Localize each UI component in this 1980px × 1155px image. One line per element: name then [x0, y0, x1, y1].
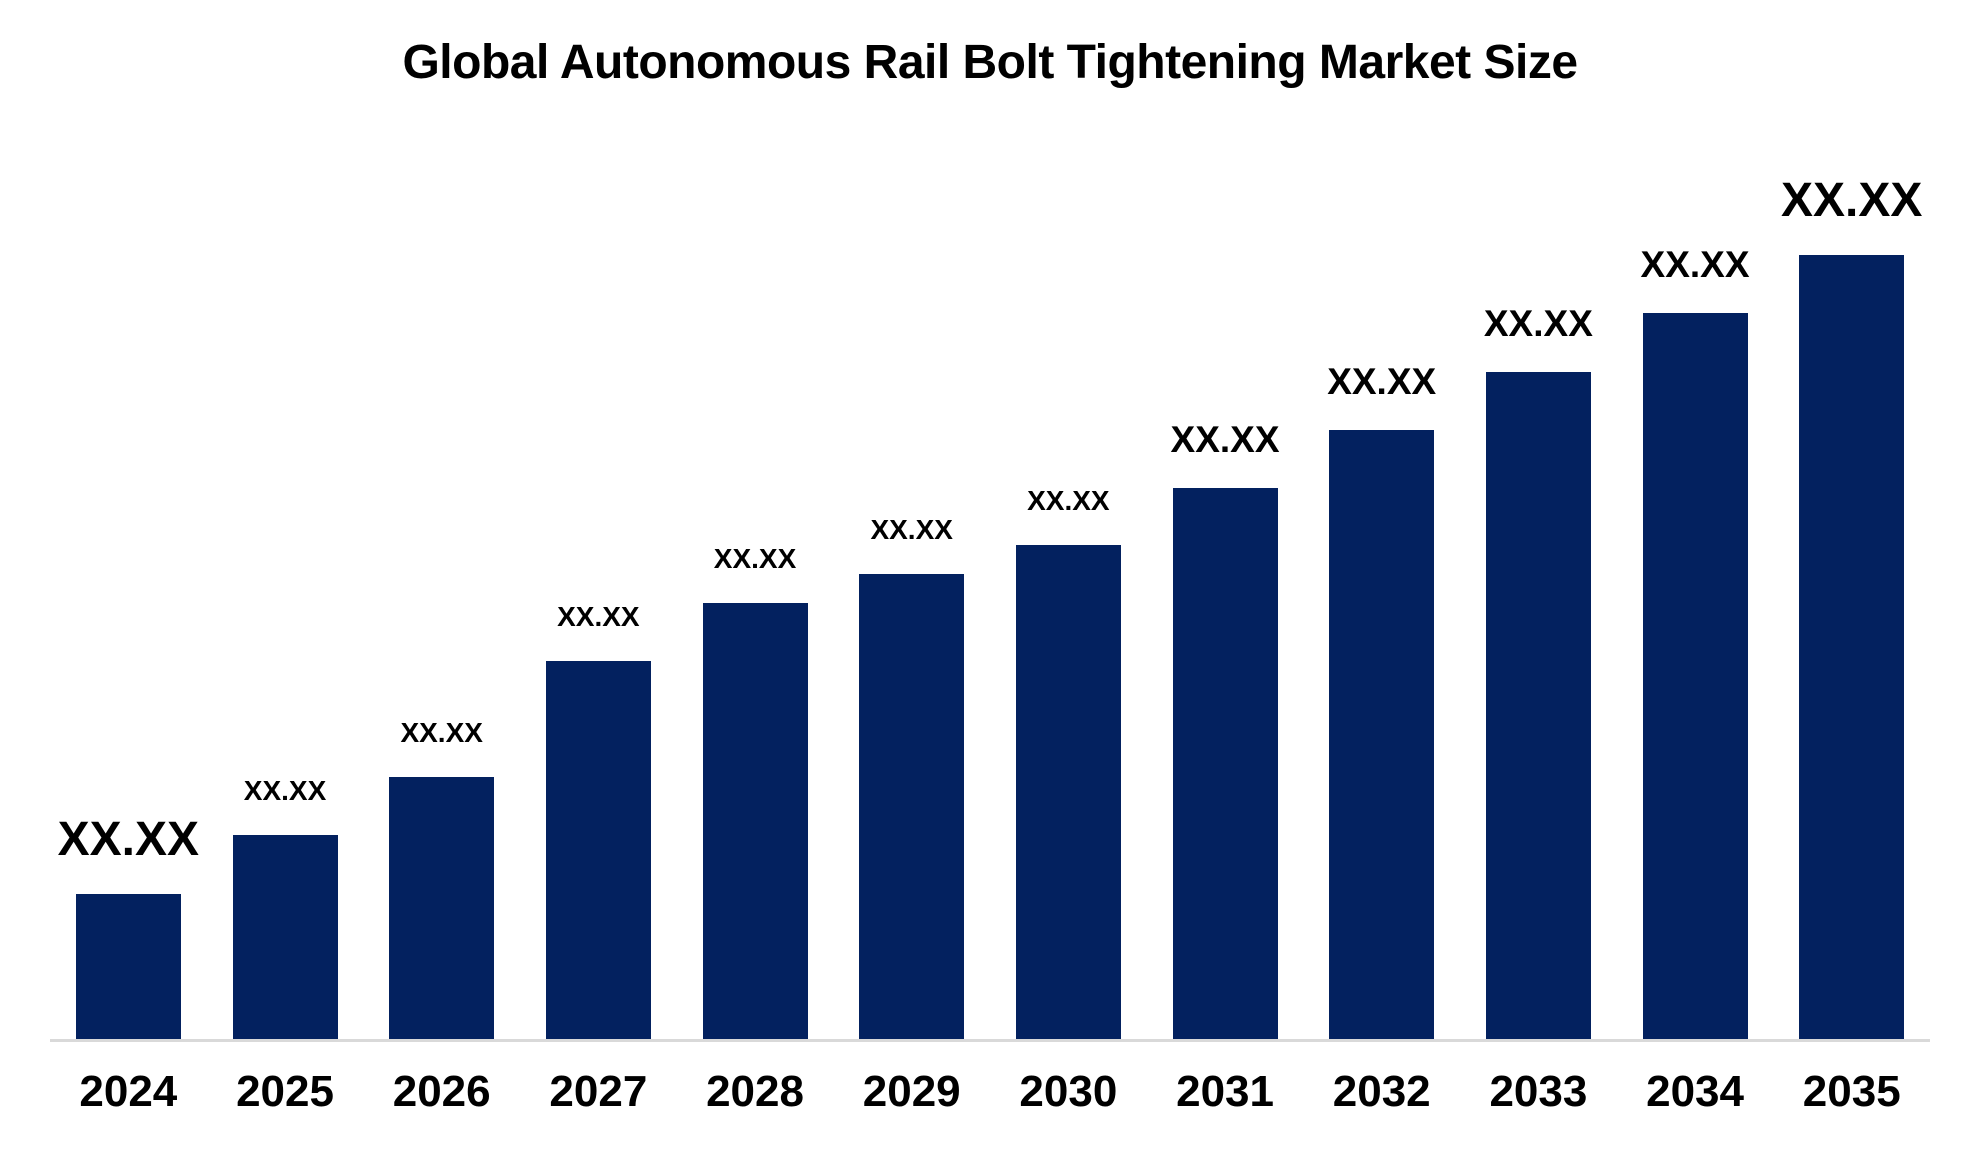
x-axis-label-2032: 2032	[1332, 1067, 1431, 1116]
chart-bar-2027	[545, 661, 651, 1039]
bar-value-label-2028: XX.XX	[713, 543, 797, 575]
chart-bar-2025	[232, 835, 338, 1039]
chart-bar-2028	[702, 603, 808, 1039]
bar-value-label-2029: XX.XX	[870, 514, 953, 546]
bar-slot-2024: XX.XX	[50, 150, 207, 1039]
x-axis-label-2027: 2027	[549, 1067, 648, 1116]
bar-value-label-2034: XX.XX	[1640, 244, 1750, 286]
x-axis-label-2028: 2028	[706, 1067, 804, 1116]
x-axis-label-2024: 2024	[79, 1067, 178, 1116]
x-axis-label-2029: 2029	[862, 1067, 961, 1116]
bar-slot-2027: XX.XX	[520, 150, 677, 1039]
bar-slot-2026: XX.XX	[363, 150, 520, 1039]
bar-slot-2033: XX.XX	[1460, 150, 1617, 1039]
plot-area: XX.XX XX.XX XX.XX XX.XX XX.XX XX.XX XX.XX XX.XX…	[50, 0, 1930, 1155]
chart-bar-2032	[1329, 429, 1435, 1039]
x-axis-label-2035: 2035	[1802, 1067, 1901, 1116]
chart-bar-2031	[1172, 487, 1278, 1039]
x-axis-labels: 2024 2025 2026 2027 2028 2029 2030 2031 2032 2033…	[50, 1070, 1930, 1114]
bar-slot-2032: XX.XX	[1303, 150, 1460, 1039]
chart-bar-2033	[1485, 371, 1591, 1039]
bar-value-label-2024: XX.XX	[57, 812, 200, 866]
bar-slot-2029: XX.XX	[833, 150, 990, 1039]
bar-value-label-2035: XX.XX	[1781, 174, 1923, 227]
bar-slot-2025: XX.XX	[207, 150, 364, 1039]
bar-value-label-2032: XX.XX	[1327, 360, 1437, 402]
chart-bar-2035	[1799, 255, 1905, 1039]
bars-container: XX.XX XX.XX XX.XX XX.XX XX.XX XX.XX XX.XX XX.XX…	[50, 150, 1930, 1039]
bar-slot-2035: XX.XX	[1773, 150, 1930, 1039]
bar-value-label-2025: XX.XX	[243, 775, 327, 807]
x-axis-label-2034: 2034	[1646, 1067, 1744, 1116]
chart-bar-2024	[75, 893, 181, 1039]
x-axis-label-2026: 2026	[392, 1067, 491, 1116]
chart-bar-2029	[859, 574, 965, 1039]
bar-slot-2034: XX.XX	[1617, 150, 1774, 1039]
x-axis-label-2025: 2025	[236, 1067, 334, 1116]
bar-slot-2031: XX.XX	[1147, 150, 1304, 1039]
bar-value-label-2033: XX.XX	[1483, 302, 1593, 344]
bar-value-label-2031: XX.XX	[1170, 418, 1280, 460]
bar-value-label-2026: XX.XX	[400, 717, 483, 749]
chart-bar-2030	[1015, 545, 1121, 1039]
chart-bar-2034	[1642, 313, 1748, 1039]
x-axis-line	[50, 1039, 1930, 1042]
bar-value-label-2030: XX.XX	[1027, 485, 1110, 517]
x-axis-label-2031: 2031	[1176, 1067, 1274, 1116]
bar-value-label-2027: XX.XX	[557, 601, 640, 633]
chart-title: Global Autonomous Rail Bolt Tightening M…	[402, 36, 1578, 89]
x-axis-label-2030: 2030	[1019, 1067, 1118, 1116]
x-axis-label-2033: 2033	[1489, 1067, 1588, 1116]
bar-slot-2028: XX.XX	[677, 150, 834, 1039]
bar-slot-2030: XX.XX	[990, 150, 1147, 1039]
chart-bar-2026	[389, 777, 495, 1039]
